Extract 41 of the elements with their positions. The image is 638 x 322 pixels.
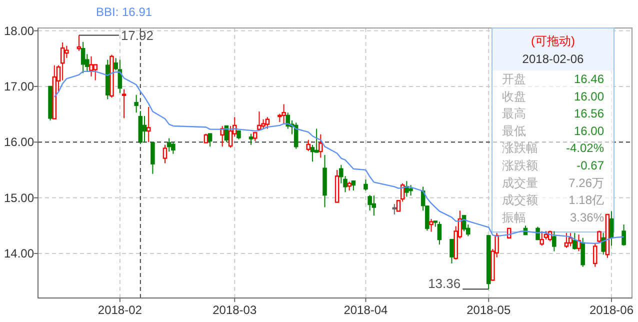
- candlestick: [437, 221, 442, 246]
- candlestick: [322, 154, 327, 208]
- x-tick-label: 2018-06: [589, 303, 634, 317]
- x-tick-label: 2018-04: [344, 303, 388, 317]
- annotation: (可拖动): [531, 34, 575, 48]
- y-tick-label: 15.00: [4, 190, 34, 205]
- annotation: 开盘: [502, 72, 526, 86]
- annotation: 涨跌幅: [502, 141, 538, 156]
- annotation: -0.67: [576, 158, 604, 172]
- y-tick-label: 17.00: [4, 79, 34, 94]
- candlestick: [142, 115, 147, 143]
- annotation: 16.46: [574, 72, 604, 86]
- y-tick-label: 14.00: [4, 246, 34, 260]
- annotation: 振幅: [502, 210, 526, 224]
- annotation: 16.56: [574, 106, 604, 121]
- candlestick: [60, 42, 65, 81]
- annotation: 收盘: [502, 89, 526, 104]
- annotation: 涨跌额: [502, 158, 538, 172]
- annotation: 16.00: [574, 124, 604, 138]
- annotation: 成交额: [502, 193, 538, 208]
- candlestick: [146, 106, 151, 143]
- annotation: 17.92: [120, 28, 154, 44]
- chart-title: BBI: 16.91: [96, 5, 152, 19]
- y-tick-label: 16.00: [4, 135, 34, 150]
- x-tick-label: 2018-02: [98, 303, 142, 317]
- annotation: 2018-02-06: [522, 52, 584, 66]
- annotation: -4.02%: [566, 141, 604, 156]
- x-tick-label: 2018-03: [212, 303, 257, 317]
- annotation: 最高: [502, 106, 526, 121]
- annotation: 最低: [502, 124, 526, 138]
- candlestick: [372, 195, 376, 216]
- annotation: 3.36%: [570, 210, 604, 224]
- annotation: 1.18亿: [568, 193, 604, 208]
- annotation: 13.36: [428, 276, 461, 292]
- x-tick-label: 2018-05: [466, 303, 511, 317]
- y-tick-label: 18.00: [4, 24, 34, 38]
- annotation: 7.26万: [568, 176, 604, 190]
- annotation: 16.00: [574, 89, 604, 104]
- candlestick: [122, 88, 126, 119]
- annotation: 成交量: [502, 176, 538, 190]
- candlestick: [134, 94, 138, 114]
